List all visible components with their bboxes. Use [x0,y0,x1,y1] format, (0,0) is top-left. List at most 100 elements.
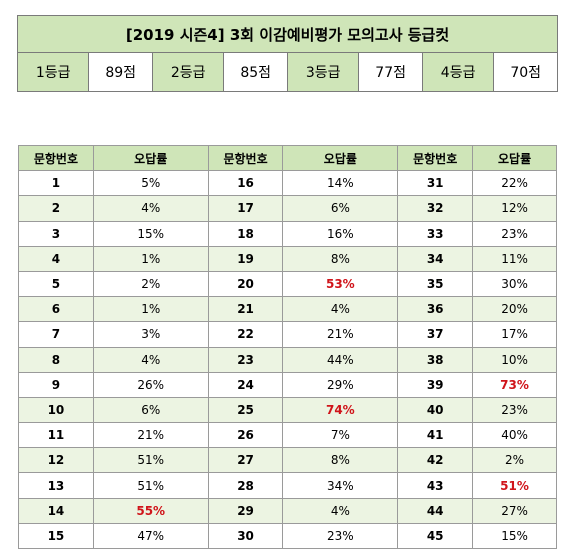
question-number: 41 [397,422,474,449]
question-number: 26 [207,422,284,449]
question-number: 32 [397,195,474,222]
header-question-3: 문항번호 [397,144,474,172]
question-number: 13 [18,472,94,499]
header-rate-1: 오답률 [92,144,209,172]
question-number: 27 [207,447,284,474]
table-row: 1 5% 16 14% 31 22% [18,170,557,197]
question-number: 5 [18,270,94,298]
grade-score-2: 85점 [223,52,288,92]
question-number: 37 [397,321,474,348]
question-number: 30 [207,522,284,550]
table-row: 11 21% 26 7% 41 40% [18,422,557,449]
question-number: 42 [397,447,474,474]
wrong-answer-rate: 26% [92,371,209,398]
wrong-answer-rate: 3% [92,321,209,348]
question-number: 20 [207,270,284,298]
wrong-answer-rate: 7% [282,422,399,449]
question-number: 21 [207,296,284,323]
question-number: 6 [18,296,94,323]
wrong-answer-rate: 8% [282,245,399,272]
wrong-answer-rate: 5% [92,170,209,197]
wrong-answer-rate: 12% [472,195,557,222]
wrong-answer-rate: 44% [282,346,399,373]
table-header-row: 문항번호 오답률 문항번호 오답률 문항번호 오답률 [18,144,557,172]
wrong-answer-rate: 17% [472,321,557,348]
question-number: 9 [18,371,94,398]
wrong-answer-rate: 23% [282,522,399,550]
wrong-answer-rate: 10% [472,346,557,373]
table-row: 5 2% 20 53% 35 30% [18,270,557,298]
grade-score-4: 70점 [493,52,558,92]
question-number: 15 [18,522,94,550]
question-number: 43 [397,472,474,499]
question-number: 16 [207,170,284,197]
table-row: 6 1% 21 4% 36 20% [18,296,557,323]
wrong-answer-rate: 15% [92,220,209,247]
wrong-answer-rate: 23% [472,220,557,247]
wrong-answer-rate-table: 문항번호 오답률 문항번호 오답률 문항번호 오답률 1 5% 16 14% 3 1 22%… [18,144,557,550]
wrong-answer-rate: 20% [472,296,557,323]
question-number: 4 [18,245,94,272]
wrong-answer-rate: 4% [92,195,209,222]
wrong-answer-rate: 2% [472,447,557,474]
table-row: 12 51% 27 8% 42 2% [18,447,557,474]
question-number: 3 [18,220,94,247]
question-number: 23 [207,346,284,373]
table-row: 2 4% 17 6% 32 12% [18,195,557,222]
grade-label-4: 4등급 [421,52,495,92]
question-number: 38 [397,346,474,373]
table-row: 15 47% 30 23% 45 15% [18,522,557,550]
header-question-1: 문항번호 [18,144,94,172]
table-row: 10 6% 25 74% 40 23% [18,396,557,424]
wrong-answer-rate: 2% [92,270,209,298]
question-number: 45 [397,522,474,550]
wrong-answer-rate: 51% [92,447,209,474]
question-number: 36 [397,296,474,323]
wrong-answer-rate: 51% [472,472,557,499]
wrong-answer-rate: 21% [92,422,209,449]
header-rate-3: 오답률 [472,144,557,172]
question-number: 22 [207,321,284,348]
question-number: 11 [18,422,94,449]
wrong-answer-rate: 1% [92,245,209,272]
question-number: 24 [207,371,284,398]
wrong-answer-rate: 1% [92,296,209,323]
question-number: 17 [207,195,284,222]
wrong-answer-rate: 21% [282,321,399,348]
wrong-answer-rate: 6% [282,195,399,222]
grade-score-1: 89점 [88,52,153,92]
table-row: 9 26% 24 29% 39 73% [18,371,557,398]
wrong-answer-rate: 29% [282,371,399,398]
wrong-answer-rate: 6% [92,396,209,424]
wrong-answer-rate: 22% [472,170,557,197]
table-row: 14 55% 29 4% 44 27% [18,497,557,524]
wrong-answer-rate: 53% [282,270,399,298]
question-number: 35 [397,270,474,298]
question-number: 34 [397,245,474,272]
grade-cut-table: [2019 시즌4] 3회 이감예비평가 모의고사 등급컷 1등급 89점 2등… [16,15,558,92]
wrong-answer-rate: 15% [472,522,557,550]
question-number: 14 [18,497,94,524]
wrong-answer-rate: 4% [282,497,399,524]
question-number: 29 [207,497,284,524]
wrong-answer-rate: 8% [282,447,399,474]
question-number: 39 [397,371,474,398]
page-title: [2019 시즌4] 3회 이감예비평가 모의고사 등급컷 [17,15,558,53]
question-number: 19 [207,245,284,272]
header-question-2: 문항번호 [207,144,284,172]
wrong-answer-rate: 4% [282,296,399,323]
wrong-answer-rate: 11% [472,245,557,272]
grade-label-1: 1등급 [16,52,90,92]
wrong-answer-rate: 73% [472,371,557,398]
grade-label-2: 2등급 [151,52,225,92]
question-number: 44 [397,497,474,524]
table-row: 7 3% 22 21% 37 17% [18,321,557,348]
wrong-answer-rate: 4% [92,346,209,373]
wrong-answer-rate: 27% [472,497,557,524]
table-row: 3 15% 18 16% 33 23% [18,220,557,247]
wrong-answer-rate: 23% [472,396,557,424]
question-number: 8 [18,346,94,373]
wrong-answer-rate: 14% [282,170,399,197]
table-row: 8 4% 23 44% 38 10% [18,346,557,373]
question-number: 1 [18,170,94,197]
